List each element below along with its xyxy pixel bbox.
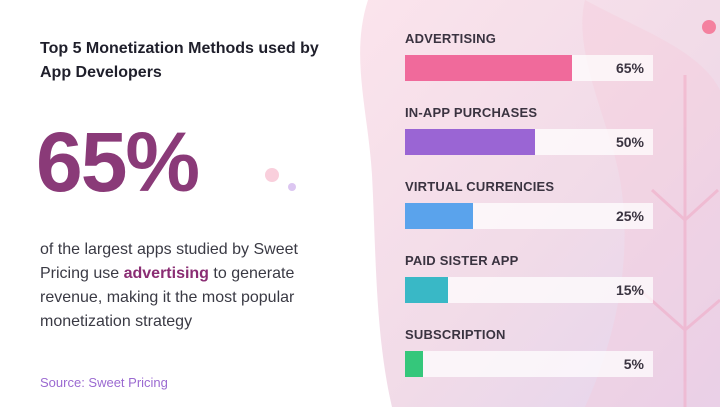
bar-category-label: IN-APP PURCHASES (405, 105, 538, 120)
bar-category-label: PAID SISTER APP (405, 253, 519, 268)
highlight-stat: 65% (36, 115, 200, 209)
bar-value-label: 50% (615, 134, 644, 150)
description-text-before: of the largest apps studied by Sweet Pri… (40, 241, 298, 282)
bar-fill (405, 55, 572, 81)
bar-fill (405, 277, 448, 303)
branch-decoration (639, 75, 720, 407)
bar-category-label: SUBSCRIPTION (405, 327, 506, 342)
bar-category-label: VIRTUAL CURRENCIES (405, 179, 555, 194)
decor-dot-top-right (702, 20, 716, 34)
decor-dot-purple (288, 183, 296, 191)
chart-title: Top 5 Monetization Methods used by App D… (40, 40, 319, 81)
bar-track: 5% (405, 351, 653, 377)
bar-value-label: 25% (615, 208, 644, 224)
bar-value-label: 65% (615, 60, 644, 76)
bar-track: 50% (405, 129, 653, 155)
bar-fill (405, 129, 535, 155)
bar-track: 25% (405, 203, 653, 229)
bar-value-label: 5% (623, 356, 644, 372)
source-note: Source: Sweet Pricing (40, 375, 168, 390)
bar-track: 65% (405, 55, 653, 81)
stat-description: of the largest apps studied by Sweet Pri… (40, 238, 340, 334)
bar-fill (405, 203, 473, 229)
bar-track: 15% (405, 277, 653, 303)
bar-fill (405, 351, 423, 377)
decor-dot-pink (265, 168, 279, 182)
bar-value-label: 15% (615, 282, 644, 298)
description-highlight: advertising (123, 265, 209, 282)
description-text-after: to generate revenue, making it the most … (40, 265, 295, 330)
bar-category-label: ADVERTISING (405, 31, 497, 46)
